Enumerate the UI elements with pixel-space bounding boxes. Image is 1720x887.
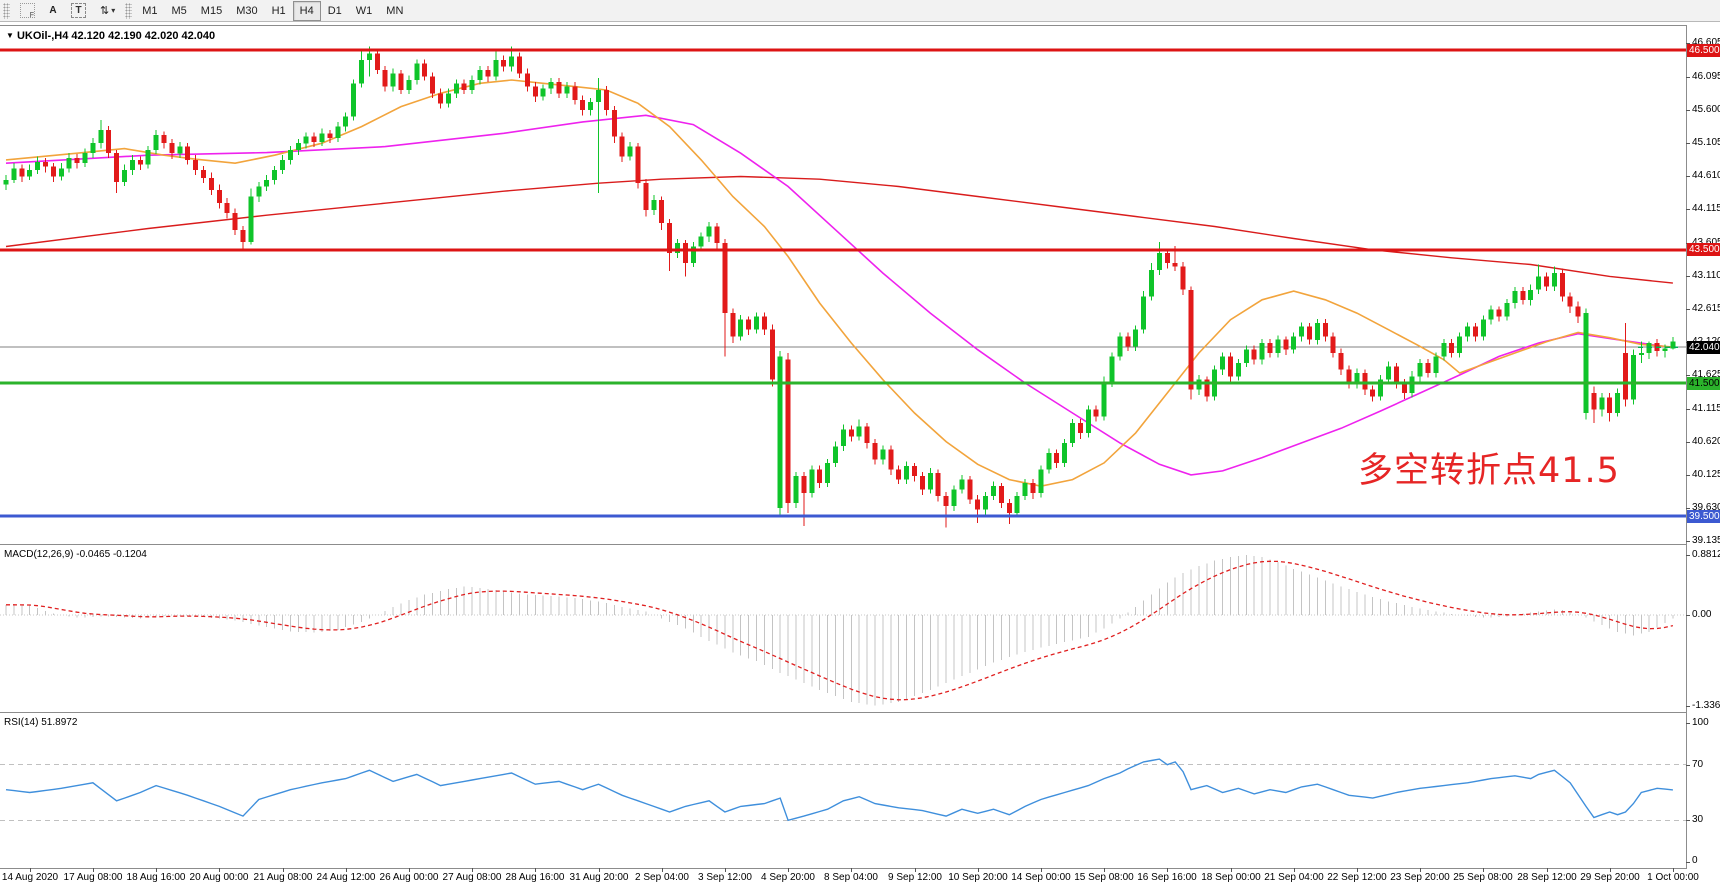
price-flag-46.500: 46.500 <box>1687 44 1720 57</box>
price-tick: 39.135 <box>1692 535 1720 546</box>
macd-tick: 0.00 <box>1692 609 1712 620</box>
main-panel-top-border <box>0 25 1687 26</box>
price-tick: 40.620 <box>1692 436 1720 447</box>
date-label: 21 Aug 08:00 <box>253 872 313 883</box>
price-tick: 43.605 <box>1692 237 1720 248</box>
date-label: 24 Aug 12:00 <box>316 872 376 883</box>
timeframe-H1[interactable]: H1 <box>271 4 286 17</box>
macd-chart[interactable] <box>0 546 1686 712</box>
price-flag-39.500: 39.500 <box>1687 510 1720 523</box>
price-tick: 44.115 <box>1692 203 1720 214</box>
date-label: 18 Sep 00:00 <box>1201 872 1261 883</box>
grid-f-icon[interactable]: F <box>13 1 42 21</box>
ma-magenta-line <box>5 114 1674 476</box>
macd-label: MACD(12,26,9) -0.0465 -0.1204 <box>4 549 147 560</box>
chart-title: ▼ UKOil-,H4 42.120 42.190 42.020 42.040 <box>6 30 215 42</box>
timeframe-W1[interactable]: W1 <box>355 4 373 17</box>
price-tick: 40.125 <box>1692 469 1720 480</box>
date-label: 4 Sep 20:00 <box>761 872 815 883</box>
rsi-tick: 100 <box>1692 717 1709 728</box>
toolbar: F A T ⇅ ▾ M1 M5 M15 M30 H1 H4 D1 W1 MN <box>0 0 1720 22</box>
timeframe-M30[interactable]: M30 <box>236 4 258 17</box>
collapse-triangle-icon[interactable]: ▼ <box>6 31 14 40</box>
macd-tick: 0.8812 <box>1692 549 1720 560</box>
rsi-panel-border <box>0 712 1687 713</box>
price-tick: 45.600 <box>1692 104 1720 115</box>
price-tick: 44.610 <box>1692 170 1720 181</box>
date-label: 26 Aug 00:00 <box>379 872 439 883</box>
timeframe-buttons: M1 M5 M15 M30 H1 H4 D1 W1 MN <box>135 0 410 21</box>
date-label: 15 Sep 08:00 <box>1074 872 1134 883</box>
date-label: 1 Oct 00:00 <box>1647 872 1699 883</box>
date-label: 25 Sep 08:00 <box>1453 872 1513 883</box>
timeframe-MN[interactable]: MN <box>386 4 404 17</box>
ohlc-values: 42.120 42.190 42.020 42.040 <box>71 30 216 42</box>
rsi-tick: 30 <box>1692 814 1704 825</box>
date-label: 22 Sep 12:00 <box>1327 872 1387 883</box>
text-label-icon[interactable]: T <box>64 1 93 21</box>
date-label: 14 Sep 00:00 <box>1011 872 1071 883</box>
date-label: 20 Aug 00:00 <box>189 872 249 883</box>
chevron-down-icon: ▾ <box>111 6 116 15</box>
price-tick: 46.095 <box>1692 71 1720 82</box>
date-label: 18 Aug 16:00 <box>126 872 186 883</box>
rsi-line <box>5 758 1673 822</box>
date-label: 16 Sep 16:00 <box>1137 872 1197 883</box>
price-flag-42.040: 42.040 <box>1687 341 1720 354</box>
timeframe-M15[interactable]: M15 <box>200 4 223 17</box>
date-label: 3 Sep 12:00 <box>698 872 752 883</box>
date-label: 14 Aug 2020 <box>1 872 59 883</box>
cursor-mode-icon[interactable]: ⇅ ▾ <box>93 1 122 21</box>
price-tick: 43.110 <box>1692 270 1720 281</box>
price-tick: 46.605 <box>1692 37 1720 48</box>
date-label: 2 Sep 04:00 <box>635 872 689 883</box>
date-label: 10 Sep 20:00 <box>948 872 1008 883</box>
timeframe-M5[interactable]: M5 <box>171 4 187 17</box>
macd-tick: -1.3368 <box>1692 700 1720 711</box>
grid-f-icon-glyph: F <box>20 3 35 19</box>
rsi-chart[interactable] <box>0 714 1686 868</box>
date-label: 28 Aug 16:00 <box>505 872 565 883</box>
annotation-text[interactable]: 多空转折点41.5 <box>1358 451 1620 491</box>
date-label: 23 Sep 20:00 <box>1390 872 1450 883</box>
toolbar-grip-2[interactable] <box>125 2 133 19</box>
date-label: 27 Aug 08:00 <box>442 872 502 883</box>
price-tick: 42.615 <box>1692 303 1720 314</box>
ma-red-line <box>5 175 1673 284</box>
date-label: 28 Sep 12:00 <box>1517 872 1577 883</box>
price-axis-line <box>1686 25 1687 868</box>
ma-orange-line <box>5 79 1673 488</box>
text-label-icon-glyph: T <box>71 3 86 18</box>
date-label: 8 Sep 04:00 <box>824 872 878 883</box>
font-tool-icon[interactable]: A <box>49 5 57 16</box>
date-label: 9 Sep 12:00 <box>888 872 942 883</box>
price-tick: 39.630 <box>1692 502 1720 513</box>
rsi-tick: 0 <box>1692 855 1698 866</box>
date-label: 21 Sep 04:00 <box>1264 872 1324 883</box>
price-flag-41.500: 41.500 <box>1687 377 1720 390</box>
timeframe-D1[interactable]: D1 <box>327 4 342 17</box>
time-axis-border <box>0 868 1687 869</box>
date-label: 31 Aug 20:00 <box>569 872 629 883</box>
price-tick: 45.105 <box>1692 137 1720 148</box>
date-label: 17 Aug 08:00 <box>63 872 123 883</box>
macd-signal-line <box>6 560 1674 701</box>
rsi-label: RSI(14) 51.8972 <box>4 717 78 728</box>
date-label: 29 Sep 20:00 <box>1580 872 1640 883</box>
price-tick: 41.625 <box>1692 369 1720 380</box>
cursor-mode-glyph: ⇅ <box>100 5 110 17</box>
price-flag-43.500: 43.500 <box>1687 243 1720 256</box>
timeframe-H4[interactable]: H4 <box>292 0 321 21</box>
symbol-period: UKOil-,H4 <box>16 30 69 42</box>
main-chart[interactable] <box>0 26 1686 544</box>
macd-panel-border <box>0 544 1687 545</box>
rsi-tick: 70 <box>1692 759 1704 770</box>
price-tick: 42.120 <box>1692 336 1720 347</box>
toolbar-grip[interactable] <box>3 2 10 19</box>
price-tick: 41.115 <box>1692 403 1720 414</box>
timeframe-M1[interactable]: M1 <box>142 4 158 17</box>
